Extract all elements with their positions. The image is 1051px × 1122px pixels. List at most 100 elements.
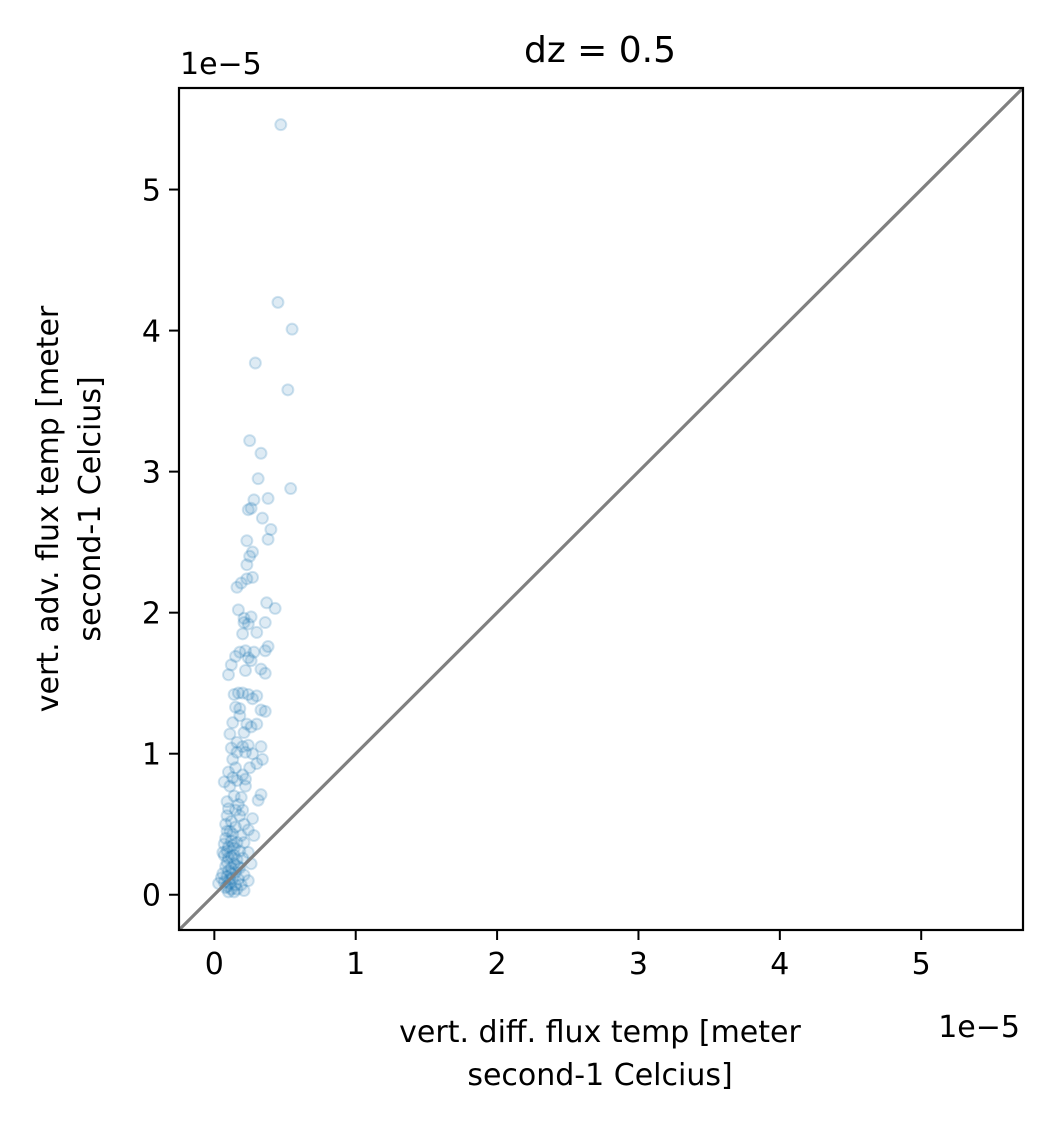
scatter-point <box>233 702 247 716</box>
scatter-point <box>264 522 278 536</box>
scatter-point <box>234 878 248 892</box>
scatter-point <box>246 747 260 761</box>
scatter-point <box>226 827 240 841</box>
scatter-point <box>229 878 243 892</box>
scatter-point <box>237 616 251 630</box>
scatter-point <box>238 779 252 793</box>
scatter-point <box>251 472 265 486</box>
scatter-point <box>221 851 235 865</box>
scatter-point <box>261 640 275 654</box>
scatter-point <box>281 383 295 397</box>
scatter-point <box>217 848 231 862</box>
x-tick-label: 0 <box>205 947 224 982</box>
x-tick-label: 5 <box>912 947 931 982</box>
y-tick-label: 0 <box>142 879 161 914</box>
scatter-point <box>230 745 244 759</box>
scatter-point <box>227 687 241 701</box>
scatter-point <box>240 558 254 572</box>
scatter-point <box>258 666 272 680</box>
scatter-point <box>250 689 264 703</box>
scatter-point <box>227 848 241 862</box>
scatter-point <box>241 845 255 859</box>
scatter-point <box>214 871 228 885</box>
scatter-point <box>219 817 233 831</box>
scatter-point <box>237 726 251 740</box>
scatter-point <box>226 838 240 852</box>
scatter-point <box>246 692 260 706</box>
scatter-point <box>268 601 282 615</box>
y-offset-label: 1e−5 <box>180 47 262 82</box>
scatter-point <box>221 802 235 816</box>
scatter-point <box>223 824 237 838</box>
scatter-point <box>241 651 255 665</box>
scatter-point <box>241 503 255 517</box>
scatter-point <box>258 644 272 658</box>
scatter-point <box>224 814 238 828</box>
scatter-point <box>236 851 250 865</box>
scatter-point <box>226 752 240 766</box>
scatter-point <box>236 627 250 641</box>
x-tick-label: 4 <box>770 947 789 982</box>
scatter-point <box>230 852 244 866</box>
scatter-point <box>237 611 251 625</box>
scatter-point <box>224 882 238 896</box>
y-tick-label: 1 <box>142 738 161 773</box>
x-tick-label: 1 <box>346 947 365 982</box>
scatter-point <box>237 884 251 898</box>
y-axis-label-line-1: vert. adv. flux temp [meter <box>31 305 66 712</box>
scatter-point <box>231 797 245 811</box>
scatter-point <box>236 686 250 700</box>
scatter-point <box>223 779 237 793</box>
scatter-point <box>224 861 238 875</box>
scatter-point <box>255 511 269 525</box>
scatter-point <box>274 118 288 132</box>
x-axis-ticks: 0 1 2 3 4 5 <box>205 930 931 982</box>
scatter-point <box>261 491 275 505</box>
scatter-point <box>227 841 241 855</box>
x-tick-label: 2 <box>488 947 507 982</box>
y-axis-ticks: 0 1 2 3 4 5 <box>142 174 179 914</box>
scatter-point <box>227 789 241 803</box>
scatter-point <box>250 625 264 639</box>
scatter-point <box>221 765 235 779</box>
scatter-point <box>229 649 243 663</box>
scatter-point <box>230 735 244 749</box>
scatter-point <box>217 775 231 789</box>
scatter-point <box>260 596 274 610</box>
scatter-point <box>231 686 245 700</box>
scatter-point <box>243 549 257 563</box>
y-tick-label: 5 <box>142 174 161 209</box>
scatter-point <box>230 836 244 850</box>
y-tick-label: 2 <box>142 597 161 632</box>
scatter-point <box>258 616 272 630</box>
scatter-point <box>217 875 231 889</box>
scatter-point <box>226 771 240 785</box>
scatter-point <box>247 645 261 659</box>
x-axis-label-line-1: vert. diff. flux temp [meter <box>399 1015 801 1050</box>
y-tick-label: 3 <box>142 456 161 491</box>
scatter-point <box>234 576 248 590</box>
scatter-point <box>244 720 258 734</box>
scatter-point <box>237 868 251 882</box>
scatter-point <box>238 644 252 658</box>
scatter-points <box>212 118 299 899</box>
scatter-point <box>271 295 285 309</box>
x-axis-label-line-2: second-1 Celcius] <box>467 1058 732 1093</box>
scatter-point <box>231 872 245 886</box>
y-tick-label: 4 <box>142 315 161 350</box>
scatter-point <box>246 570 260 584</box>
scatter-point <box>234 829 248 843</box>
scatter-point <box>285 322 299 336</box>
scatter-point <box>229 700 243 714</box>
scatter-point <box>247 493 261 507</box>
scatter-point <box>233 809 247 823</box>
scatter-point <box>254 446 268 460</box>
scatter-point <box>246 812 260 826</box>
scatter-point <box>221 864 235 878</box>
scatter-point <box>231 603 245 617</box>
scatter-point <box>233 844 247 858</box>
scatter-point <box>238 772 252 786</box>
scatter-point <box>229 803 243 817</box>
scatter-point <box>230 773 244 787</box>
